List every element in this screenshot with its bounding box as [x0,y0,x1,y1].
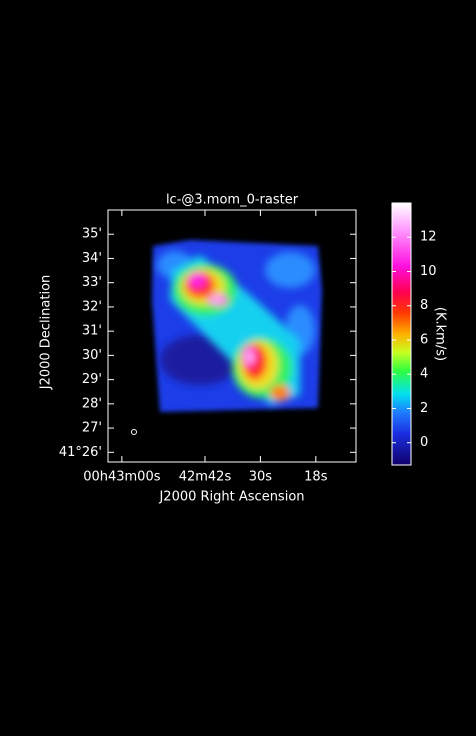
y-axis-label: J2000 Declination [39,275,54,391]
x-axis-label: J2000 Right Ascension [158,490,304,505]
x-tick-label: 42m42s [179,470,232,485]
colorbar-tick-label: 2 [420,401,428,416]
y-tick-label: 31' [82,324,102,339]
colorbar-label: (K.km/s) [433,307,448,361]
chart-title: lc-@3.mom_0-raster [166,193,299,208]
x-tick-label: 18s [304,470,328,485]
x-tick-label: 30s [249,470,273,485]
y-tick-label: 41°26' [59,445,102,460]
y-tick-label: 35' [82,227,102,242]
y-tick-label: 27' [82,421,102,436]
y-tick-label: 34' [82,251,102,266]
colorbar-tick-label: 4 [420,367,428,382]
colorbar-tick-label: 8 [420,298,428,313]
x-tick-label: 00h43m00s [83,470,161,485]
plot-frame [107,209,357,463]
colorbar-tick-label: 0 [420,435,428,450]
colorbar [391,202,412,466]
y-tick-label: 30' [82,348,102,363]
y-tick-label: 28' [82,396,102,411]
colorbar-tick-label: 10 [420,264,437,279]
colorbar-tick-label: 12 [420,230,437,245]
y-tick-label: 33' [82,275,102,290]
y-tick-label: 29' [82,372,102,387]
map-image [131,240,322,435]
y-tick-label: 32' [82,299,102,314]
colorbar-tick-label: 6 [420,332,428,347]
